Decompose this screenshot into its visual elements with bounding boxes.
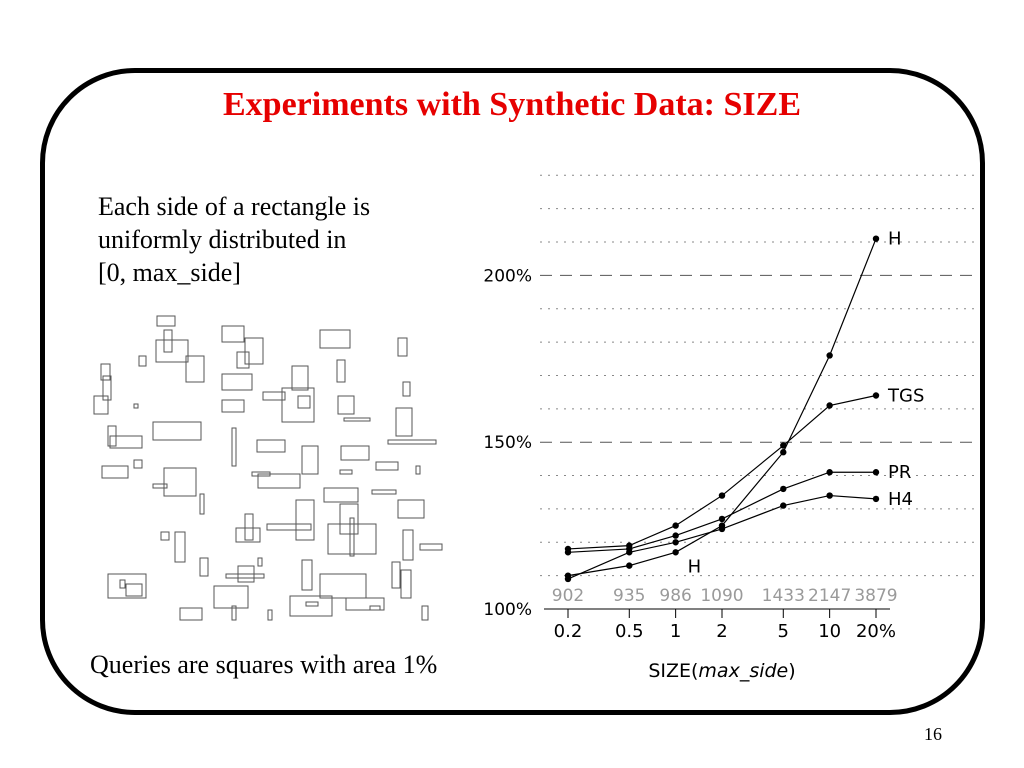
- data-point-h: [872, 235, 880, 242]
- count-label: 2147: [808, 586, 851, 606]
- count-label: 986: [659, 586, 691, 606]
- x-tick-label: 10: [818, 621, 841, 642]
- data-point-h4: [780, 502, 787, 509]
- data-point-tgs: [826, 402, 833, 409]
- data-point-h4: [564, 575, 572, 583]
- count-label: 1090: [700, 586, 743, 606]
- x-tick-label: 0.5: [615, 621, 644, 642]
- x-tick-label: 20%: [856, 621, 896, 642]
- data-point-pr: [718, 515, 726, 523]
- series-line-h4: [567, 494, 877, 580]
- description-line-3: [0, max_side]: [98, 258, 241, 287]
- chart-labels: 100% 150% 200% 0.2 902 0.5 935 1 986 2 1090 5 1433 10…: [483, 229, 924, 642]
- x-axis-label-italic: max_side: [698, 660, 788, 682]
- annotation-label: H: [688, 556, 702, 577]
- x-tick-label: 2: [716, 621, 727, 642]
- series-label-h: H: [888, 229, 902, 250]
- data-point-h: [826, 352, 833, 359]
- x-axis-label: SIZE(max_side): [648, 660, 795, 682]
- x-axis-label-prefix: SIZE(: [648, 660, 698, 682]
- description-line-1: Each side of a rectangle is: [98, 192, 371, 221]
- count-label: 3879: [854, 586, 897, 606]
- data-point-h4: [718, 525, 726, 533]
- chart-series: [564, 235, 880, 583]
- series-label-tgs: TGS: [887, 385, 924, 406]
- y-tick-label: 200%: [483, 266, 532, 286]
- y-tick-label: 150%: [483, 433, 532, 453]
- data-point-h: [626, 562, 633, 569]
- data-point-tgs: [872, 392, 880, 399]
- x-tick-label: 0.2: [554, 621, 583, 642]
- x-tick-label: 1: [670, 621, 681, 642]
- data-point-h: [780, 449, 787, 456]
- data-point-pr: [826, 469, 833, 476]
- data-point-h4: [872, 495, 880, 503]
- data-point-tgs: [780, 442, 787, 449]
- count-label: 1433: [762, 586, 805, 606]
- data-point-pr: [780, 485, 787, 493]
- data-point-pr: [564, 549, 572, 556]
- series-line-pr: [567, 471, 876, 553]
- x-tick-label: 5: [778, 621, 789, 642]
- description-text: Each side of a rectangle is uniformly di…: [98, 190, 458, 289]
- chart-grid: [540, 174, 978, 577]
- page-number: 16: [924, 724, 942, 744]
- data-point-h4: [626, 549, 633, 556]
- slide-frame: [40, 68, 985, 715]
- data-point-tgs: [672, 522, 679, 529]
- x-axis-label-suffix: ): [788, 660, 795, 682]
- data-point-tgs: [718, 492, 726, 499]
- series-label-pr: PR: [888, 462, 911, 483]
- queries-note: Queries are squares with area 1%: [90, 650, 438, 679]
- data-point-h: [672, 549, 679, 556]
- count-label: 902: [552, 586, 584, 606]
- description-line-2: uniformly distributed in: [98, 225, 347, 254]
- data-point-pr: [872, 469, 880, 476]
- series-label-h4: H4: [888, 489, 913, 510]
- data-point-pr: [672, 532, 679, 539]
- data-point-h4: [826, 492, 833, 499]
- y-tick-label: 100%: [483, 600, 532, 620]
- data-point-h4: [672, 539, 679, 546]
- count-label: 935: [613, 586, 645, 606]
- slide-title: Experiments with Synthetic Data: SIZE: [222, 86, 802, 123]
